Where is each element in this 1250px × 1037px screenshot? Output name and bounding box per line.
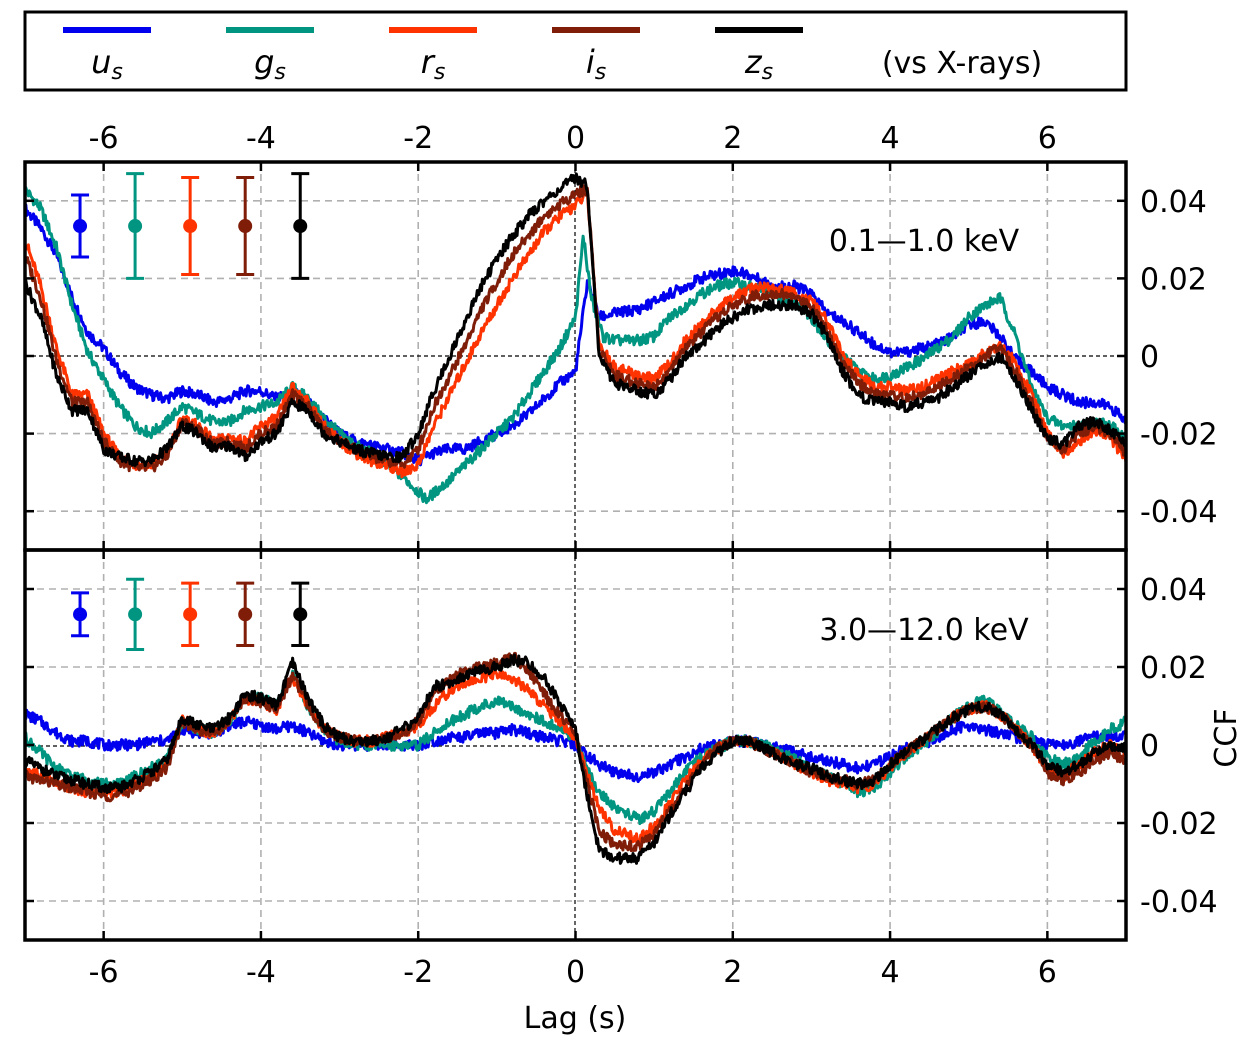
xtick-label-bottom-5: 4 [881,955,900,990]
legend-label-r: rs [421,43,446,85]
xtick-label-bottom-2: -2 [403,955,433,990]
xtick-label-top-1: -4 [246,121,276,156]
errorbars-bottom [71,577,310,651]
ytick-label-0: 0.04 [1140,573,1207,608]
frame-bottom [23,548,1128,942]
xtick-label-bottom-6: 6 [1038,955,1057,990]
energy-label-top: 0.1—1.0 keV [829,224,1020,259]
ytick-label-1: 0.02 [1140,262,1207,297]
errorbars-top [71,172,310,280]
series-line-z_s-top [23,172,1128,468]
xtick-label-top-5: 4 [881,121,900,156]
legend-entries: us gs rs is zs [63,27,803,85]
ytick-label-3: -0.02 [1140,418,1218,453]
series-line-z_s-bot [23,653,1128,865]
x-axis-label: Lag (s) [524,1001,627,1036]
ytick-label-3: -0.02 [1140,807,1218,842]
series-line-g_s-top [23,186,1128,505]
ytick-label-4: -0.04 [1140,495,1218,530]
ytick-label-2: 0 [1140,340,1159,375]
ytick-label-2: 0 [1140,729,1159,764]
errorbar-point-u_s-bot [73,607,88,622]
series-bottom [23,651,1128,865]
xtick-label-top-2: -2 [403,121,433,156]
errorbar-point-g_s-bot [128,607,143,622]
series-top [23,172,1128,505]
xtick-label-top-6: 6 [1038,121,1057,156]
errorbar-point-r_s-bot [183,607,198,622]
ticks-top: -6 -4 -2 0 2 4 6 0.04 0.02 0 -0.02 -0.04 [25,121,1218,550]
errorbar-point-g_s-top [128,219,143,234]
xtick-label-top-0: -6 [89,121,119,156]
xtick-label-bottom-1: -4 [246,955,276,990]
panel-top: -6 -4 -2 0 2 4 6 0.04 0.02 0 -0.02 -0.04 0.1—1.0 ke… [23,121,1218,552]
panel-bottom: -6 -4 -2 0 2 4 6 0.04 0.02 0 -0.02 -0.04 3.0—12.0 k… [23,548,1218,990]
y-axis-label: CCF [1209,708,1244,767]
ytick-label-1: 0.02 [1140,651,1207,686]
series-line-i_s-bot [24,651,1128,853]
legend-note: (vs X-rays) [882,46,1042,81]
ytick-label-4: -0.04 [1140,885,1218,920]
xtick-label-bottom-0: -6 [89,955,119,990]
ytick-label-0: 0.04 [1140,185,1207,220]
legend-label-u: us [91,43,123,85]
legend-label-g: gs [254,43,286,85]
legend-box [23,10,1128,92]
xtick-label-top-4: 2 [723,121,742,156]
legend-label-z: zs [744,43,773,85]
ticks-bottom: -6 -4 -2 0 2 4 6 0.04 0.02 0 -0.02 -0.04 [25,550,1218,990]
errorbar-point-z_s-bot [293,607,308,622]
energy-label-bottom: 3.0—12.0 keV [819,613,1029,648]
errorbar-point-i_s-top [238,219,253,234]
xtick-label-bottom-3: 0 [566,955,585,990]
errorbar-point-i_s-bot [238,607,253,622]
xtick-label-bottom-4: 2 [723,955,742,990]
legend-label-i: is [586,43,606,85]
xtick-label-top-3: 0 [566,121,585,156]
legend: us gs rs is zs (vs X-rays) [23,10,1128,92]
errorbar-point-u_s-top [73,219,88,234]
errorbar-point-r_s-top [183,219,198,234]
errorbar-point-z_s-top [293,219,308,234]
